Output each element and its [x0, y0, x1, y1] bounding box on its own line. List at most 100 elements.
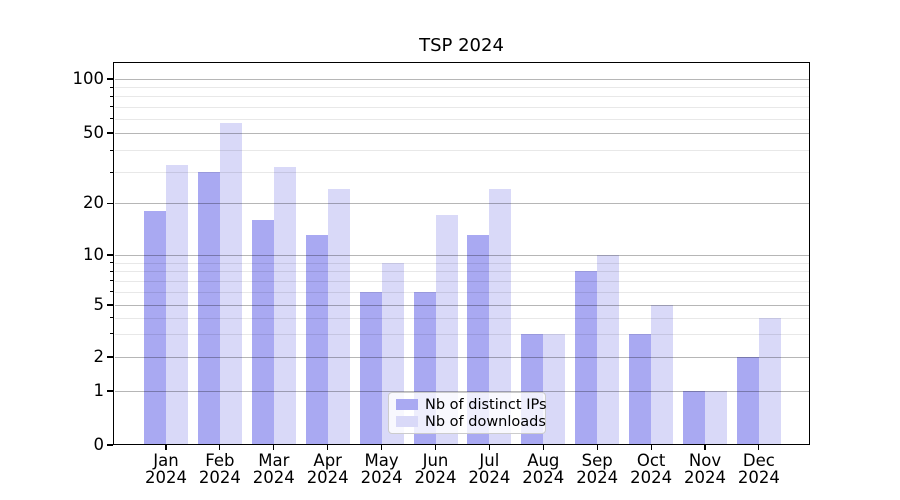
bar-nb-of-distinct-ips-apr — [305, 235, 328, 445]
x-tick-jan — [165, 445, 167, 450]
y-tick-label-100: 100 — [72, 69, 105, 88]
x-tick-month-jan: Jan — [153, 451, 179, 470]
y-tick-label-1: 1 — [93, 381, 105, 400]
x-tick-oct — [650, 445, 652, 450]
x-tick-aug — [542, 445, 544, 450]
legend-item-distinct-ips: Nb of distinct IPs — [396, 397, 547, 413]
major-gridline-10 — [114, 255, 809, 256]
x-tick-month-may: May — [364, 451, 399, 470]
major-gridline-5 — [114, 305, 809, 306]
x-tick-month-jun: Jun — [422, 451, 449, 470]
y-tick-10 — [106, 254, 113, 256]
x-tick-label-jan: Jan 2024 — [135, 452, 197, 486]
y-tick-1 — [106, 390, 113, 392]
y-minor-tick-7 — [109, 280, 113, 282]
y-tick-label-5: 5 — [93, 295, 105, 314]
bar-nb-of-distinct-ips-sep — [575, 271, 598, 445]
bar-nb-of-distinct-ips-mar — [251, 219, 274, 445]
x-tick-label-sep: Sep 2024 — [566, 452, 628, 486]
bar-nb-of-downloads-apr — [327, 189, 350, 445]
x-tick-year-dec: 2024 — [737, 468, 780, 487]
x-tick-label-dec: Dec 2024 — [728, 452, 790, 486]
x-tick-month-nov: Nov — [688, 451, 722, 470]
x-tick-month-dec: Dec — [742, 451, 775, 470]
x-tick-year-jan: 2024 — [145, 468, 187, 487]
y-tick-label-20: 20 — [83, 193, 104, 213]
minor-gridline-80 — [114, 96, 809, 98]
y-minor-tick-60 — [109, 118, 113, 120]
y-tick-0 — [106, 444, 113, 446]
minor-gridline-9 — [114, 262, 809, 264]
x-tick-year-nov: 2024 — [684, 468, 726, 487]
legend-swatch-downloads — [396, 416, 418, 427]
bar-nb-of-distinct-ips-jan — [144, 211, 166, 445]
chart-title: TSP 2024 — [419, 35, 504, 56]
x-tick-label-jun: Jun 2024 — [405, 452, 467, 486]
y-tick-5 — [106, 304, 113, 306]
x-tick-month-jul: Jul — [479, 451, 500, 470]
x-tick-label-feb: Feb 2024 — [189, 452, 251, 486]
x-tick-label-aug: Aug 2024 — [512, 452, 574, 486]
x-tick-dec — [758, 445, 760, 450]
x-tick-mar — [273, 445, 275, 450]
major-gridline-50 — [114, 133, 809, 134]
legend-label-downloads: Nb of downloads — [425, 413, 546, 430]
minor-gridline-7 — [114, 280, 809, 282]
bar-nb-of-downloads-sep — [597, 255, 620, 445]
x-tick-jul — [488, 445, 490, 450]
legend: Nb of distinct IPs Nb of downloads — [388, 392, 547, 434]
major-gridline-2 — [114, 357, 809, 358]
minor-gridline-8 — [114, 271, 809, 273]
y-tick-20 — [106, 202, 113, 204]
bar-nb-of-distinct-ips-nov — [683, 391, 705, 445]
y-minor-tick-90 — [109, 86, 113, 88]
minor-gridline-3 — [114, 333, 809, 335]
y-minor-tick-40 — [109, 149, 113, 151]
x-tick-feb — [219, 445, 221, 450]
x-tick-month-sep: Sep — [581, 451, 613, 470]
minor-gridline-60 — [114, 118, 809, 120]
x-tick-month-mar: Mar — [258, 451, 290, 470]
y-minor-tick-8 — [109, 270, 113, 272]
bar-nb-of-downloads-dec — [758, 317, 781, 445]
x-tick-jun — [434, 445, 437, 450]
x-tick-sep — [596, 445, 598, 450]
x-tick-apr — [327, 445, 329, 450]
x-tick-month-oct: Oct — [636, 451, 666, 470]
legend-item-downloads: Nb of downloads — [396, 414, 546, 430]
x-tick-label-nov: Nov 2024 — [674, 452, 736, 486]
bar-nb-of-distinct-ips-oct — [629, 333, 652, 445]
x-tick-year-oct: 2024 — [630, 468, 673, 487]
x-tick-label-jul: Jul 2024 — [458, 452, 520, 486]
major-gridline-100 — [114, 79, 809, 80]
minor-gridline-70 — [114, 106, 809, 108]
y-tick-label-0: 0 — [93, 435, 105, 454]
minor-gridline-90 — [114, 87, 809, 89]
x-tick-year-jul: 2024 — [468, 468, 511, 487]
legend-label-distinct-ips: Nb of distinct IPs — [425, 396, 547, 413]
bar-nb-of-downloads-nov — [705, 391, 727, 445]
bar-nb-of-downloads-mar — [273, 167, 296, 445]
y-tick-100 — [106, 78, 113, 80]
x-tick-label-mar: Mar 2024 — [243, 452, 305, 486]
y-minor-tick-3 — [109, 333, 113, 335]
bar-nb-of-downloads-jul — [489, 189, 512, 445]
x-tick-year-apr: 2024 — [306, 468, 349, 487]
x-tick-label-may: May 2024 — [351, 452, 413, 486]
minor-gridline-30 — [114, 172, 809, 174]
y-tick-label-2: 2 — [93, 347, 105, 366]
minor-gridline-6 — [114, 291, 809, 293]
bar-nb-of-downloads-aug — [543, 333, 566, 445]
y-minor-tick-6 — [109, 291, 113, 293]
bar-nb-of-downloads-jan — [166, 164, 188, 445]
major-gridline-1 — [114, 391, 809, 392]
bar-nb-of-distinct-ips-dec — [736, 357, 759, 445]
x-tick-year-sep: 2024 — [576, 468, 619, 487]
bar-nb-of-distinct-ips-may — [359, 291, 382, 445]
bar-nb-of-downloads-feb — [219, 122, 242, 445]
bar-nb-of-downloads-jun — [435, 215, 458, 445]
y-tick-2 — [106, 356, 113, 358]
y-tick-50 — [106, 132, 113, 134]
x-tick-year-may: 2024 — [360, 468, 403, 487]
minor-gridline-4 — [114, 317, 809, 319]
